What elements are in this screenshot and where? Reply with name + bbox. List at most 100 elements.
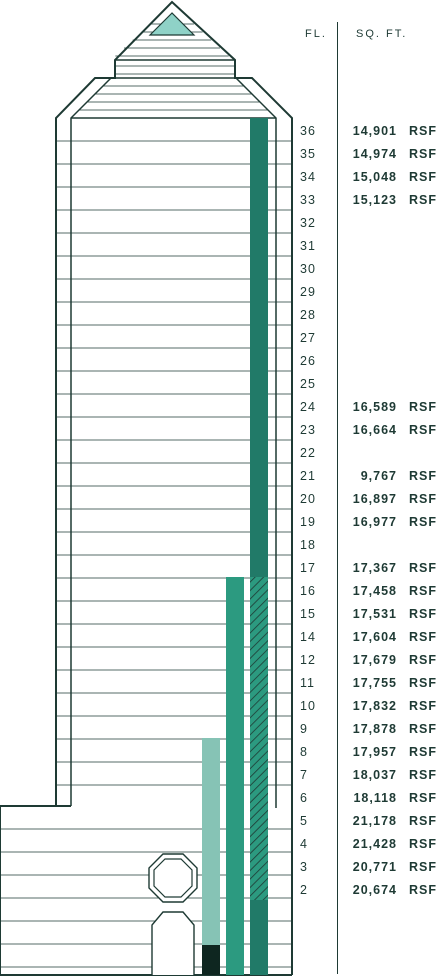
floor-area: 15,048 (352, 170, 397, 184)
floor-number: 26 (300, 354, 316, 368)
floor-row: 32 (0, 216, 438, 234)
floor-row: 11 17,755 RSF (0, 676, 438, 694)
floor-number: 19 (300, 515, 316, 529)
floor-area: 17,679 (352, 653, 397, 667)
floor-row: 19 16,977 RSF (0, 515, 438, 533)
floor-area: 17,957 (352, 745, 397, 759)
podium-outline (0, 805, 71, 975)
floor-number: 34 (300, 170, 316, 184)
floor-area: 17,832 (352, 699, 397, 713)
floor-number: 27 (300, 331, 316, 345)
floor-number: 7 (300, 768, 308, 782)
floor-area: 15,123 (352, 193, 397, 207)
floor-number: 25 (300, 377, 316, 391)
floor-number: 33 (300, 193, 316, 207)
floor-row: 28 (0, 308, 438, 326)
floor-area: 14,901 (352, 124, 397, 138)
floor-number: 36 (300, 124, 316, 138)
floor-row: 36 14,901 RSF (0, 124, 438, 142)
floor-area-unit: RSF (409, 814, 437, 828)
floor-area: 18,118 (353, 791, 397, 805)
floor-number: 14 (300, 630, 316, 644)
floor-row: 9 17,878 RSF (0, 722, 438, 740)
floor-row: 30 (0, 262, 438, 280)
floor-number: 9 (300, 722, 308, 736)
floor-row: 12 17,679 RSF (0, 653, 438, 671)
floor-row: 24 16,589 RSF (0, 400, 438, 418)
floor-area: 17,604 (352, 630, 397, 644)
floor-number: 15 (300, 607, 316, 621)
floor-area-unit: RSF (409, 768, 437, 782)
floor-area: 21,178 (352, 814, 397, 828)
floor-area: 17,531 (352, 607, 397, 621)
floor-row: 16 17,458 RSF (0, 584, 438, 602)
floor-row: 22 (0, 446, 438, 464)
floor-area-unit: RSF (409, 469, 437, 483)
floor-area-unit: RSF (409, 147, 437, 161)
floor-number: 3 (300, 860, 308, 874)
availability-bar-dark-lower (250, 900, 268, 975)
floor-area: 14,974 (352, 147, 397, 161)
floor-number: 16 (300, 584, 316, 598)
floor-row: 14 17,604 RSF (0, 630, 438, 648)
floor-row: 26 (0, 354, 438, 372)
floor-area-unit: RSF (409, 791, 437, 805)
floor-number: 8 (300, 745, 308, 759)
availability-bar-mid (226, 577, 244, 975)
floor-row: 7 18,037 RSF (0, 768, 438, 786)
area-column-header: SQ. FT. (356, 28, 408, 40)
floor-area-unit: RSF (409, 653, 437, 667)
octagon-emblem-inner (153, 858, 193, 898)
arched-entrance (151, 911, 195, 975)
floor-column-header: FL. (305, 28, 327, 40)
floor-area-unit: RSF (409, 837, 437, 851)
floor-area-unit: RSF (409, 124, 437, 138)
availability-bar-hatched (250, 577, 268, 900)
floor-number: 6 (300, 791, 308, 805)
floor-number: 24 (300, 400, 316, 414)
floor-area-unit: RSF (409, 699, 437, 713)
floor-row: 10 17,832 RSF (0, 699, 438, 717)
floor-area: 16,664 (352, 423, 397, 437)
floor-number: 35 (300, 147, 316, 161)
floor-number: 5 (300, 814, 308, 828)
floor-number: 12 (300, 653, 316, 667)
floor-number: 10 (300, 699, 316, 713)
floor-area-unit: RSF (409, 722, 437, 736)
floor-row: 8 17,957 RSF (0, 745, 438, 763)
tower-outline (55, 0, 293, 975)
floor-row: 3 20,771 RSF (0, 860, 438, 878)
floor-area-unit: RSF (409, 745, 437, 759)
floor-row: 5 21,178 RSF (0, 814, 438, 832)
floor-area-unit: RSF (409, 630, 437, 644)
floor-area: 16,977 (352, 515, 397, 529)
floor-number: 21 (300, 469, 316, 483)
floor-area: 17,367 (352, 561, 397, 575)
floor-area: 17,458 (352, 584, 397, 598)
column-divider (337, 22, 338, 974)
floor-area-unit: RSF (409, 607, 437, 621)
floor-area: 18,037 (352, 768, 397, 782)
floor-area: 16,589 (352, 400, 397, 414)
floor-area: 17,878 (352, 722, 397, 736)
floor-row: 4 21,428 RSF (0, 837, 438, 855)
floor-row: 34 15,048 RSF (0, 170, 438, 188)
floor-row: 2 20,674 RSF (0, 883, 438, 901)
floor-row: 35 14,974 RSF (0, 147, 438, 165)
floor-number: 18 (300, 538, 316, 552)
availability-bar-light (202, 738, 220, 975)
floor-number: 30 (300, 262, 316, 276)
floor-number: 31 (300, 239, 316, 253)
floor-area-unit: RSF (409, 676, 437, 690)
floor-area: 21,428 (352, 837, 397, 851)
floor-row: 21 9,767 RSF (0, 469, 438, 487)
floor-row: 25 (0, 377, 438, 395)
floor-row: 20 16,897 RSF (0, 492, 438, 510)
floor-number: 28 (300, 308, 316, 322)
floor-number: 29 (300, 285, 316, 299)
floor-area-unit: RSF (409, 400, 437, 414)
floor-row: 31 (0, 239, 438, 257)
floor-row: 27 (0, 331, 438, 349)
floor-area-unit: RSF (409, 883, 437, 897)
floor-number: 32 (300, 216, 316, 230)
